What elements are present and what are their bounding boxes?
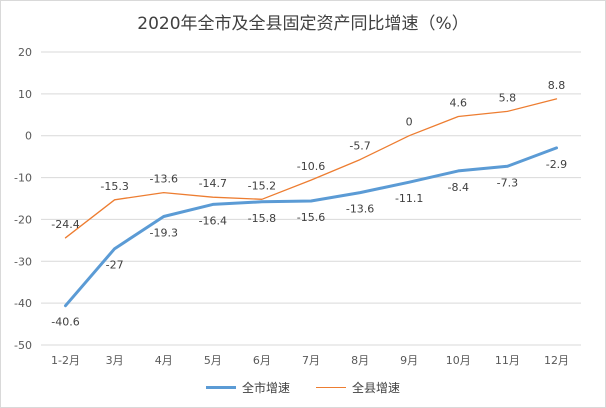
y-tick-label: -20: [14, 213, 32, 226]
x-tick-label: 6月: [253, 354, 271, 367]
data-label: -2.9: [546, 158, 567, 171]
data-label: -15.3: [100, 180, 128, 193]
y-tick-label: 0: [25, 130, 32, 143]
x-tick-label: 5月: [204, 354, 222, 367]
data-label: -15.8: [248, 212, 276, 225]
data-label: -13.6: [346, 203, 374, 216]
data-label: -16.4: [199, 214, 227, 227]
chart-title: 2020年全市及全县固定资产同比增速（%）: [137, 14, 469, 34]
x-tick-label: 1-2月: [51, 354, 80, 367]
series-line-1: [64, 98, 558, 239]
y-tick-label: 20: [18, 46, 32, 59]
x-tick-label: 9月: [400, 354, 418, 367]
data-label: -40.6: [51, 316, 79, 329]
data-label: -14.7: [199, 177, 227, 190]
data-label: -15.2: [248, 179, 276, 192]
data-label: -8.4: [448, 181, 469, 194]
data-label: -13.6: [149, 173, 177, 186]
x-tick-label: 10月: [446, 354, 471, 367]
legend-label-city: 全市增速: [241, 381, 290, 395]
x-tick-label: 11月: [495, 354, 520, 367]
data-label: 0: [406, 116, 413, 129]
x-tick-label: 3月: [106, 354, 124, 367]
data-label: 8.8: [548, 79, 566, 92]
data-label: 5.8: [499, 91, 517, 104]
x-tick-label: 4月: [155, 354, 173, 367]
x-tick-label: 12月: [544, 354, 569, 367]
legend-swatch-county: [316, 387, 346, 388]
data-label: -24.4: [51, 218, 79, 231]
y-tick-label: -30: [14, 255, 32, 268]
data-label: -5.7: [349, 140, 370, 153]
legend-item-city: 全市增速: [205, 379, 290, 396]
y-tick-label: -40: [14, 297, 32, 310]
x-tick-label: 8月: [351, 354, 369, 367]
y-tick-label: -10: [14, 172, 32, 185]
data-label: -27: [106, 259, 124, 272]
data-label: -19.3: [149, 226, 177, 239]
series-line-0: [64, 146, 558, 308]
x-tick-label: 7月: [302, 354, 320, 367]
data-label: -7.3: [497, 176, 518, 189]
y-tick-label: 10: [18, 88, 32, 101]
data-label: 4.6: [450, 96, 468, 109]
data-label: -11.1: [395, 192, 423, 205]
legend: 全市增速 全县增速: [1, 379, 605, 396]
y-tick-label: -50: [14, 339, 32, 352]
legend-item-county: 全县增速: [316, 379, 400, 396]
data-label: -15.6: [297, 211, 325, 224]
data-label: -10.6: [297, 160, 325, 173]
legend-label-county: 全县增速: [352, 381, 401, 395]
legend-swatch-city: [205, 386, 236, 389]
